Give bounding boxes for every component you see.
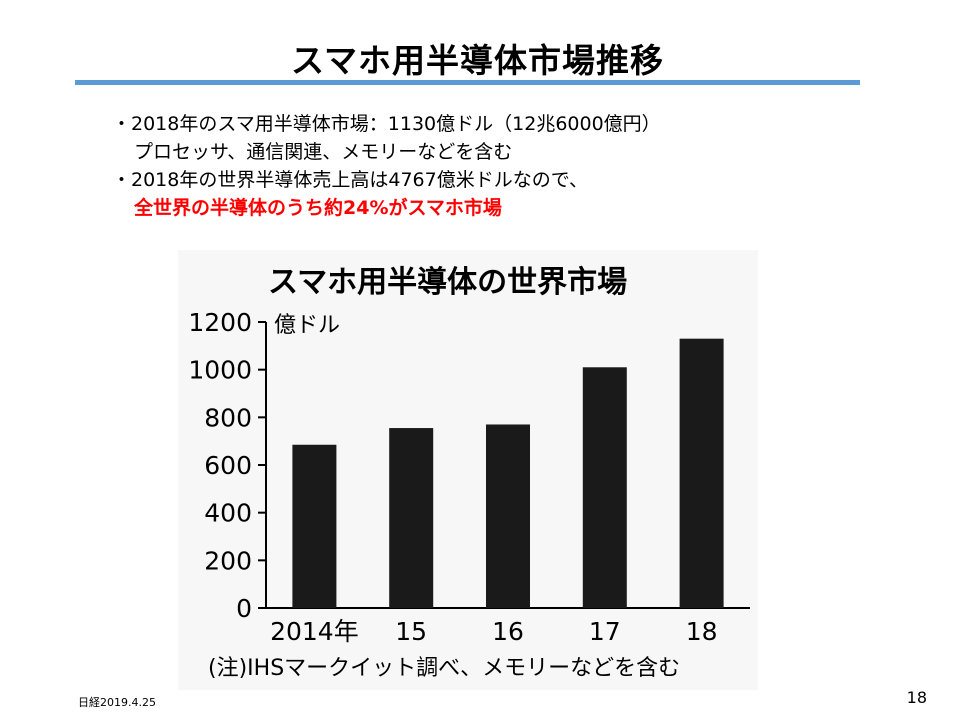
y-axis-unit-label: 億ドル — [274, 313, 340, 338]
x-tick-label: 16 — [492, 617, 524, 646]
y-tick-label: 800 — [204, 403, 252, 432]
bar-5 — [679, 338, 724, 608]
chart-figure: スマホ用半導体の世界市場 億ドル 0 200 400 600 800 1000 1200 2… — [178, 250, 758, 690]
x-tick-label: 17 — [589, 617, 621, 646]
bullet-highlight: 全世界の半導体のうち約24%がスマホ市場 — [134, 197, 502, 219]
x-tick-label: 2014年 — [270, 617, 359, 646]
bullet-item: ・2018年のスマ用半導体市場：1130億ドル（12兆6000億円） — [112, 113, 661, 135]
slide-title: スマホ用半導体市場推移 — [290, 41, 664, 80]
bar-4 — [582, 367, 627, 608]
y-tick-label: 400 — [204, 499, 252, 528]
y-tick-label: 200 — [204, 546, 252, 575]
x-tick-label: 18 — [686, 617, 718, 646]
y-tick-label: 0 — [236, 594, 252, 623]
bullet-item: ・2018年の世界半導体売上高は4767億米ドルなので、 — [112, 169, 588, 191]
y-tick-label: 600 — [204, 451, 252, 480]
source-note: 日経2019.4.25 — [78, 696, 156, 709]
bar-3 — [486, 424, 530, 608]
bullet-subitem: プロセッサ、通信関連、メモリーなどを含む — [134, 141, 513, 163]
y-tick-label: 1000 — [188, 356, 252, 385]
title-rule — [75, 80, 860, 85]
bar-chart: スマホ用半導体の世界市場 億ドル 0 200 400 600 800 1000 1200 2… — [188, 265, 750, 681]
chart-note: (注)IHSマークイット調べ、メモリーなどを含む — [208, 656, 680, 681]
chart-title: スマホ用半導体の世界市場 — [268, 265, 627, 300]
bullet-list: ・2018年のスマ用半導体市場：1130億ドル（12兆6000億円） プロセッサ… — [112, 110, 872, 222]
page-number: 18 — [906, 688, 927, 707]
x-tick-label: 15 — [395, 617, 427, 646]
y-tick-label: 1200 — [188, 308, 252, 337]
bar-1 — [292, 444, 337, 608]
bar-2 — [389, 428, 434, 608]
